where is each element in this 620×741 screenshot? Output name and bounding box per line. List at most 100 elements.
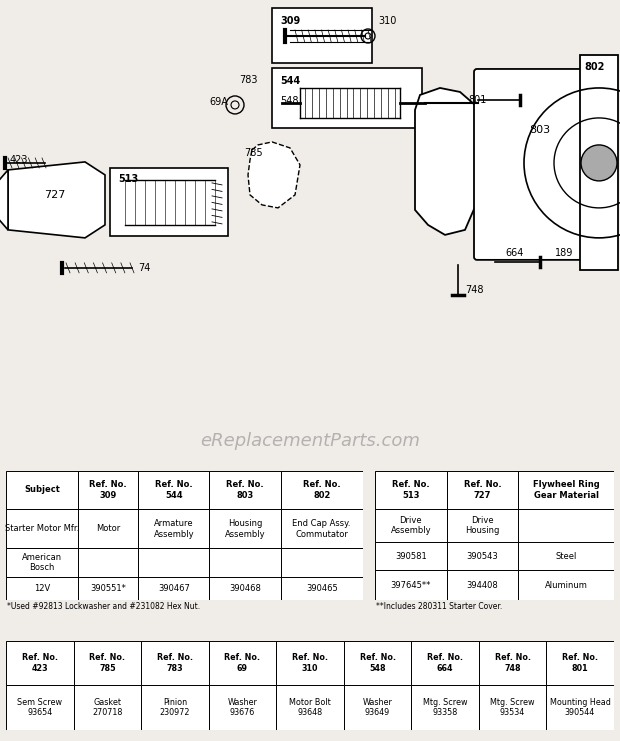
Text: **Includes 280311 Starter Cover.: **Includes 280311 Starter Cover. [376,602,503,611]
Text: Steel: Steel [556,551,577,561]
Bar [518,510,614,542]
Bar [272,68,422,128]
Polygon shape [0,170,8,230]
Text: 69A: 69A [209,97,228,107]
Text: Ref. No.
802: Ref. No. 802 [303,480,340,499]
Bar [375,471,446,510]
Text: eReplacementParts.com: eReplacementParts.com [200,432,420,450]
Text: 189: 189 [555,248,574,258]
Text: Ref. No.
727: Ref. No. 727 [464,480,502,499]
Bar [6,471,78,510]
Bar [209,685,277,730]
Text: Ref. No.
513: Ref. No. 513 [392,480,430,499]
FancyBboxPatch shape [474,69,615,260]
Bar [110,168,228,236]
Text: Mtg. Screw
93534: Mtg. Screw 93534 [490,698,535,717]
Text: 664: 664 [505,248,523,258]
Text: Pinion
230972: Pinion 230972 [160,698,190,717]
Bar [6,510,78,548]
Text: 74: 74 [138,263,151,273]
Text: 390581: 390581 [395,551,427,561]
Bar [138,510,210,548]
Bar [518,471,614,510]
Bar [375,542,446,571]
Bar [281,510,363,548]
Bar [580,55,618,270]
Bar [78,548,138,576]
Text: End Cap Assy.
Commutator: End Cap Assy. Commutator [293,519,351,539]
Bar [210,576,281,600]
Bar [78,576,138,600]
Text: 390465: 390465 [306,584,337,593]
Bar [375,510,446,542]
Text: Ref. No.
801: Ref. No. 801 [562,654,598,673]
Bar [281,471,363,510]
Bar [479,641,546,685]
Text: Flywheel Ring
Gear Material: Flywheel Ring Gear Material [533,480,600,499]
Bar [138,548,210,576]
Text: Ref. No.
310: Ref. No. 310 [292,654,328,673]
Text: 390551*: 390551* [90,584,126,593]
Bar [446,542,518,571]
Text: 785: 785 [244,148,263,158]
Bar [343,641,411,685]
Text: Ref. No.
664: Ref. No. 664 [427,654,463,673]
Bar [138,576,210,600]
Text: 390468: 390468 [229,584,261,593]
Text: Ref. No.
309: Ref. No. 309 [89,480,126,499]
Text: Ref. No.
748: Ref. No. 748 [495,654,531,673]
Bar [210,471,281,510]
Bar [210,548,281,576]
Text: 548: 548 [280,96,298,106]
Bar [546,685,614,730]
Bar [277,685,343,730]
Text: 513: 513 [118,174,138,184]
Text: 390543: 390543 [467,551,498,561]
Bar [277,641,343,685]
Text: Ref. No.
69: Ref. No. 69 [224,654,260,673]
Text: Sem Screw
93654: Sem Screw 93654 [17,698,63,717]
Text: 423: 423 [10,155,29,165]
Bar [138,471,210,510]
Text: 803: 803 [529,125,551,135]
Bar [446,510,518,542]
Text: 802: 802 [584,62,604,72]
Polygon shape [8,162,105,238]
Bar [210,510,281,548]
Text: *Used #92813 Lockwasher and #231082 Hex Nut.: *Used #92813 Lockwasher and #231082 Hex … [7,602,200,611]
Text: 544: 544 [280,76,300,86]
Bar [141,641,209,685]
Bar [6,641,74,685]
Bar [518,542,614,571]
Polygon shape [248,142,300,208]
Text: Gasket
270718: Gasket 270718 [92,698,123,717]
Text: Ref. No.
548: Ref. No. 548 [360,654,396,673]
Text: Starter Motor Mfr.: Starter Motor Mfr. [5,525,79,534]
Text: 309: 309 [280,16,300,26]
Text: Armature
Assembly: Armature Assembly [153,519,194,539]
Text: Motor: Motor [95,525,120,534]
Text: American
Bosch: American Bosch [22,553,62,572]
Text: Drive
Assembly: Drive Assembly [391,516,432,535]
Bar [78,510,138,548]
Text: Motor Bolt
93648: Motor Bolt 93648 [289,698,331,717]
Text: 783: 783 [239,75,258,85]
Polygon shape [415,88,480,235]
Bar [375,571,446,600]
Bar [411,641,479,685]
Text: 12V: 12V [33,584,50,593]
Text: Washer
93676: Washer 93676 [228,698,257,717]
Text: 727: 727 [44,190,66,200]
Text: Washer
93649: Washer 93649 [363,698,392,717]
Text: Ref. No.
423: Ref. No. 423 [22,654,58,673]
Bar [446,471,518,510]
Text: 310: 310 [378,16,396,26]
Bar [411,685,479,730]
Bar [209,641,277,685]
Circle shape [581,145,617,181]
Text: Ref. No.
783: Ref. No. 783 [157,654,193,673]
Text: 394408: 394408 [467,581,498,590]
Text: Ref. No.
544: Ref. No. 544 [155,480,193,499]
Text: Ref. No.
803: Ref. No. 803 [226,480,264,499]
Bar [281,548,363,576]
